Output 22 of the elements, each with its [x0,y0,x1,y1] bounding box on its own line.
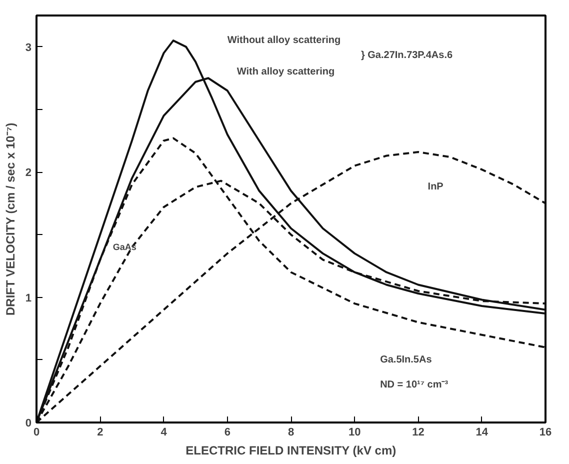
x-tick-label: 0 [33,426,40,438]
annotation: Without alloy scattering [227,35,341,46]
x-tick-label: 8 [288,426,294,438]
x-tick-label: 16 [539,426,552,438]
y-tick-label: 1 [25,292,32,304]
x-tick-label: 12 [412,426,424,438]
x-axis-title: ELECTRIC FIELD INTENSITY (kV cm) [186,444,396,458]
annotation: } Ga.27In.73P.4As.6 [360,50,453,62]
y-tick-label: 3 [25,42,32,54]
y-axis-title: DRIFT VELOCITY (cm / sec x 10⁻⁷) [3,122,18,316]
x-tick-label: 14 [476,426,489,438]
x-tick-label: 2 [97,426,104,438]
x-tick-label: 6 [224,426,230,438]
y-tick-label: 0 [25,418,32,430]
x-tick-label: 4 [160,426,168,438]
annotation: GaAs [112,242,136,252]
y-tick-label: 2 [25,167,32,180]
annotation: ND = 10¹⁷ cm⁻³ [380,379,449,390]
annotation: Ga.5In.5As [380,354,432,366]
annotation: With alloy scattering [236,66,335,78]
annotation: InP [428,182,444,193]
x-tick-label: 10 [348,426,361,438]
